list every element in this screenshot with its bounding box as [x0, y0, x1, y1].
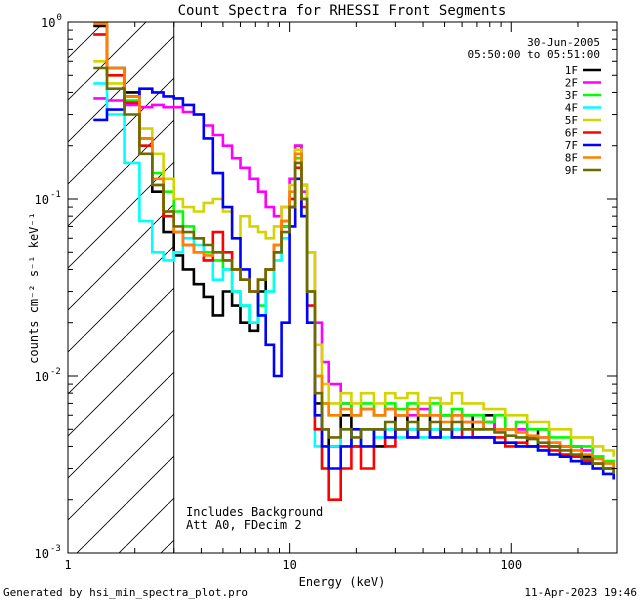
svg-text:-1: -1	[50, 190, 61, 200]
legend-label: 4F	[565, 102, 578, 115]
svg-text:10: 10	[35, 547, 49, 561]
legend-label: 5F	[565, 114, 578, 127]
footer-timestamp: 11-Apr-2023 19:46	[524, 586, 637, 599]
svg-text:10: 10	[41, 16, 55, 30]
y-tick-label: 10 -1	[35, 190, 61, 207]
x-tick-label: 10	[282, 558, 296, 572]
svg-text:-3: -3	[50, 544, 61, 554]
legend-entry-3F: 3F	[565, 89, 601, 102]
legend-entry-2F: 2F	[565, 77, 601, 90]
x-tick-label: 100	[500, 558, 522, 572]
y-axis-label: counts cm⁻² s⁻¹ keV⁻¹	[27, 212, 41, 364]
series-8F	[93, 22, 615, 469]
x-tick-labels: 1 10 100	[64, 558, 522, 572]
series-7F	[93, 87, 615, 480]
legend-label: 3F	[565, 89, 578, 102]
svg-text:10: 10	[35, 370, 49, 384]
legend-label: 8F	[565, 152, 578, 165]
legend-label: 7F	[565, 139, 578, 152]
svg-text:0: 0	[57, 13, 62, 23]
svg-text:10: 10	[35, 193, 49, 207]
y-tick-label: 10 -3	[35, 544, 61, 561]
svg-text:-2: -2	[50, 367, 61, 377]
legend-label: 1F	[565, 64, 578, 77]
series-layer	[93, 22, 615, 501]
legend-date: 30-Jun-2005	[527, 36, 600, 49]
legend-label: 6F	[565, 127, 578, 140]
tick-layer	[67, 21, 618, 554]
legend-time-range: 05:50:00 to 05:51:00	[468, 48, 600, 61]
chart-title: Count Spectra for RHESSI Front Segments	[178, 3, 507, 19]
legend-entry-5F: 5F	[565, 114, 601, 127]
x-tick-label: 1	[64, 558, 71, 572]
legend-entry-9F: 9F	[565, 164, 601, 177]
legend-entry-6F: 6F	[565, 127, 601, 140]
legend-entry-1F: 1F	[565, 64, 601, 77]
x-axis-label: Energy (keV)	[299, 575, 386, 589]
series-9F	[93, 66, 615, 474]
legend-entry-7F: 7F	[565, 139, 601, 152]
legend-entry-8F: 8F	[565, 152, 601, 165]
annotation-attenuator: Att A0, FDecim 2	[186, 518, 302, 532]
annotation-background: Includes Background	[186, 505, 323, 519]
legend-label: 9F	[565, 164, 578, 177]
y-tick-label: 10 0	[41, 13, 62, 30]
y-tick-label: 10 -2	[35, 367, 61, 384]
legend-entry-4F: 4F	[565, 102, 601, 115]
plot-frame	[67, 21, 618, 554]
footer-generated-by: Generated by hsi_min_spectra_plot.pro	[3, 586, 248, 599]
legend-label: 2F	[565, 77, 578, 90]
